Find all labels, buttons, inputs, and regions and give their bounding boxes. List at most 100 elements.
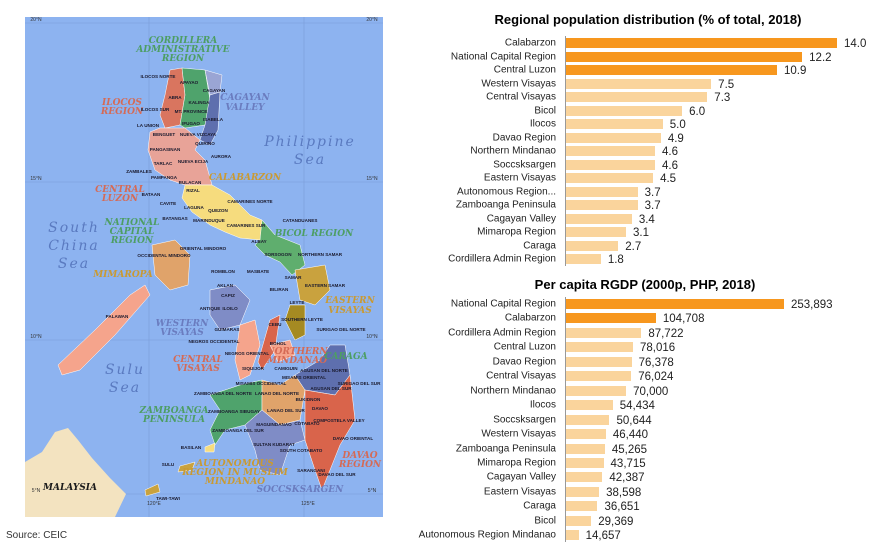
category-label: Davao Region: [492, 132, 556, 143]
grid-label: 15°N: [366, 176, 378, 182]
category-label: Ilocos: [529, 399, 556, 411]
region-label: CALABARZON: [209, 173, 282, 183]
province-label: ABRA: [168, 95, 182, 100]
value-label: 5.0: [669, 119, 686, 131]
sea-label: Philippine: [263, 134, 356, 150]
category-label: Calabarzon: [504, 312, 556, 324]
province-label: CATANDUANES: [283, 218, 318, 223]
category-label: Caraga: [523, 500, 556, 512]
province-label: PANGASINAN: [150, 147, 181, 152]
value-label: 38,598: [606, 486, 642, 499]
province-label: PALAWAN: [106, 314, 129, 319]
grid-label: 10°N: [366, 334, 378, 340]
map-labels: 20°N 20°N 15°N 15°N 10°N 10°N 5°N 5°N 120°E 125°E…: [30, 17, 382, 507]
region-label: EASTERN: [324, 296, 375, 306]
region-label: NORTHERN: [265, 347, 328, 357]
value-label: 4.6: [662, 146, 679, 158]
sea-label: Sulu: [105, 362, 145, 378]
province-label: ANTIQUE: [200, 306, 221, 311]
category-label: Western Visayas: [481, 78, 556, 89]
value-label: 4.6: [662, 159, 679, 172]
province-label: LANAO DEL SUR: [267, 408, 305, 413]
bar: [566, 313, 656, 324]
value-label: 7.3: [714, 92, 731, 104]
province-label: LEYTE: [290, 300, 305, 305]
province-label: DAVAO DEL SUR: [318, 472, 356, 477]
value-label: 76,024: [638, 371, 674, 384]
category-label: Northern Mindanao: [470, 385, 556, 397]
bar: [566, 227, 626, 237]
region-label: REGION: [338, 460, 382, 470]
grid-label: 15°N: [30, 176, 42, 182]
province-label: BENGUET: [153, 132, 176, 137]
province-label: BATAAN: [142, 192, 161, 197]
sea-label: Sea: [109, 380, 141, 396]
mindanao-island: [144, 344, 356, 497]
province-label: SIQUIJOR: [242, 366, 265, 371]
bar: [566, 240, 619, 251]
value-label: 12.2: [809, 51, 832, 64]
province-label: COMPOSTELA VALLEY: [313, 418, 364, 423]
region-label: ADMINISTRATIVE: [135, 45, 229, 55]
value-label: 42,387: [609, 472, 645, 485]
province-label: MAGUINDANAO: [256, 422, 292, 427]
category-label: Soccsksargen: [493, 414, 556, 426]
value-label: 14,657: [585, 530, 621, 543]
value-label: 36,651: [604, 501, 640, 514]
category-label: Eastern Visayas: [483, 486, 556, 498]
province-label: EASTERN SAMAR: [305, 283, 346, 288]
province-label: TARLAC: [154, 161, 173, 166]
category-label: Caraga: [523, 240, 556, 251]
province-label: QUEZON: [208, 208, 228, 213]
region-label: DAVAO: [341, 451, 377, 461]
grid-label: 125°E: [301, 501, 315, 507]
region-label: REGION: [161, 54, 205, 64]
visayas-mindoro-palawan-islands: [57, 239, 331, 381]
province-label: MT. PROVINCE: [175, 109, 208, 114]
region-label: ZAMBOANGA: [138, 406, 208, 416]
province-label: BILIRAN: [270, 287, 289, 292]
bar: [566, 186, 638, 197]
province-label: ZAMBOANGA SIBUGAY: [208, 409, 260, 414]
value-label: 78,016: [639, 342, 676, 355]
bar: [566, 472, 603, 483]
province-label: ISABELA: [203, 117, 224, 122]
bar: [566, 173, 654, 183]
chart-title: Per capita RGDP (2000p, PHP, 2018): [534, 277, 756, 292]
province-label: SAMAR: [285, 275, 303, 280]
value-label: 4.5: [660, 173, 677, 185]
sea-label: South: [48, 220, 100, 236]
value-label: 54,434: [619, 400, 655, 413]
region-label: NATIONAL: [103, 218, 159, 228]
province-label: BOHOL: [270, 341, 287, 346]
category-label: Western Visayas: [481, 428, 556, 440]
category-label: Northern Mindanao: [470, 145, 556, 157]
value-label: 3.4: [638, 213, 655, 226]
province-label: APAYAO: [180, 80, 199, 85]
value-label: 14.0: [844, 38, 867, 50]
province-label: ILOCOS SUR: [141, 107, 170, 112]
bar: [566, 400, 613, 411]
province-label: ZAMBOANGA DEL SUR: [212, 428, 264, 433]
bar: [566, 159, 656, 170]
value-label: 7.5: [718, 78, 735, 91]
region-label: VISAYAS: [328, 306, 372, 316]
bar: [566, 443, 605, 454]
bar: [566, 429, 606, 440]
province-label: CAGAYAN: [203, 88, 226, 93]
bar: [566, 38, 837, 48]
region-label: VISAYAS: [160, 328, 204, 338]
value-label: 76,378: [638, 356, 674, 369]
region-label: REGION: [100, 107, 144, 117]
bar: [566, 65, 777, 75]
region-label: CENTRAL: [95, 185, 145, 195]
category-label: Bicol: [534, 515, 556, 527]
region-label: CARAGA: [324, 352, 367, 362]
bar: [566, 299, 784, 309]
province-label: BATANGAS: [162, 216, 187, 221]
province-label: BUKIDNON: [296, 397, 321, 402]
bar: [566, 457, 604, 468]
region-label: CAGAYAN: [220, 93, 270, 103]
province-label: SOUTH COTABATO: [280, 448, 323, 453]
value-label: 4.9: [667, 132, 684, 145]
